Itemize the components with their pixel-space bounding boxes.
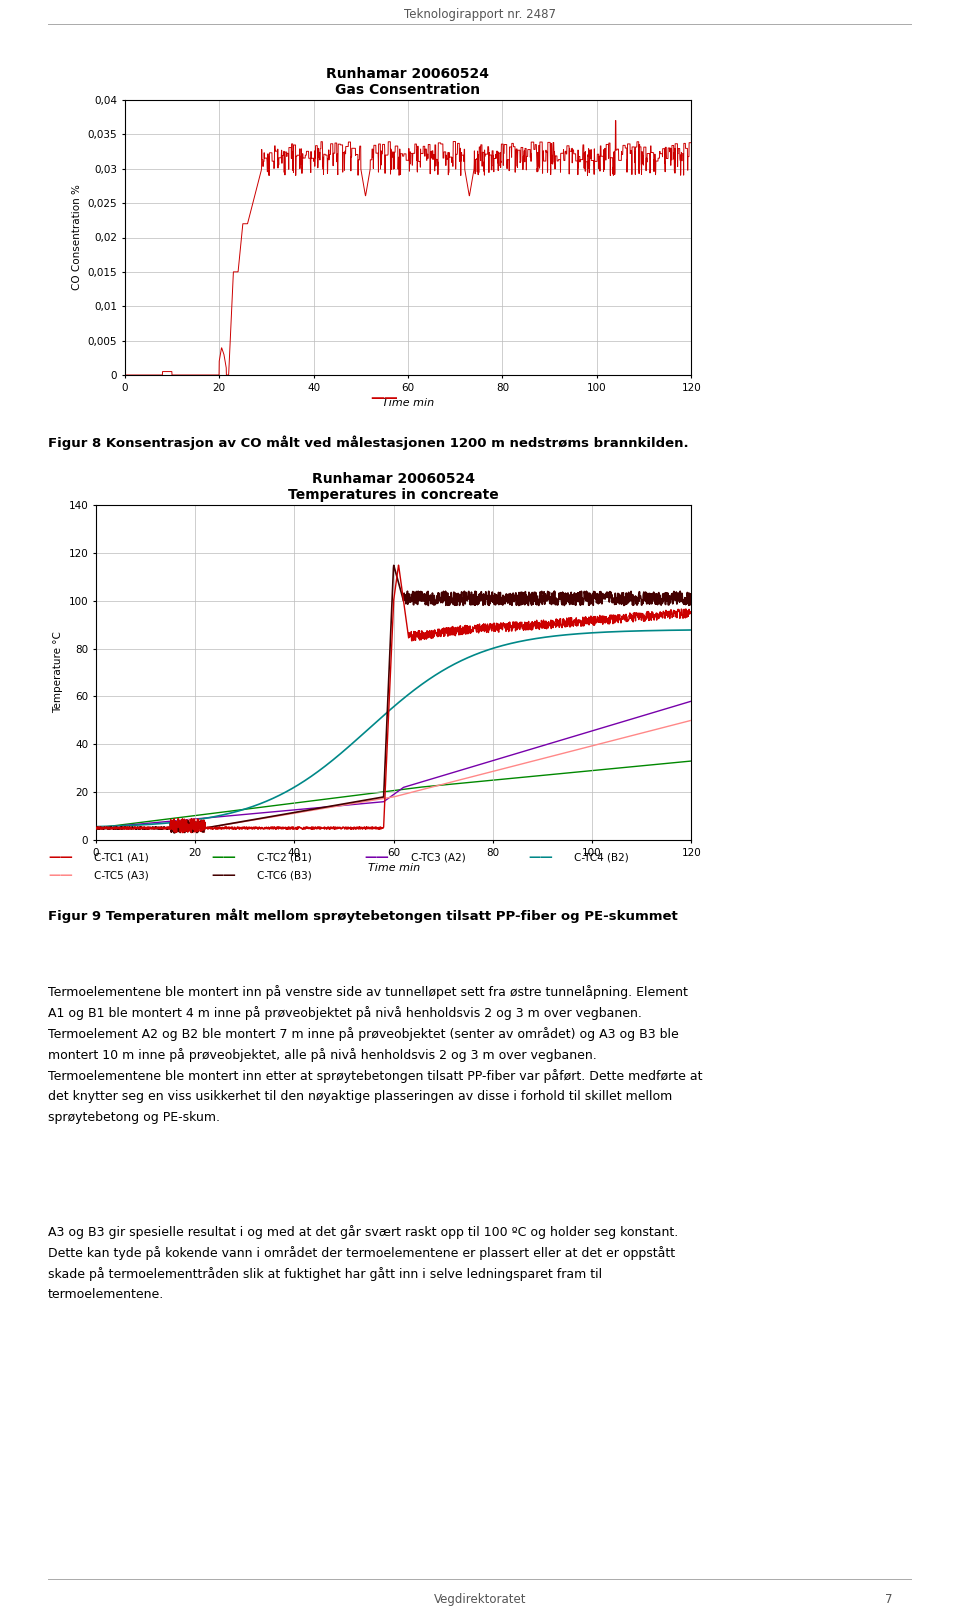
Text: Dette kan tyde på kokende vann i området der termoelementene er plassert eller a: Dette kan tyde på kokende vann i området… [48, 1245, 675, 1260]
Text: ——: —— [211, 870, 236, 883]
Text: montert 10 m inne på prøveobjektet, alle på nivå henholdsvis 2 og 3 m over vegba: montert 10 m inne på prøveobjektet, alle… [48, 1047, 597, 1062]
Y-axis label: Temperature °C: Temperature °C [53, 632, 63, 714]
Text: Teknologirapport nr. 2487: Teknologirapport nr. 2487 [404, 8, 556, 21]
Text: ——: —— [528, 852, 553, 865]
Text: A3 og B3 gir spesielle resultat i og med at det går svært raskt opp til 100 ºC o: A3 og B3 gir spesielle resultat i og med… [48, 1224, 679, 1239]
Text: C-TC5 (A3): C-TC5 (A3) [94, 872, 149, 881]
Text: Figur 9 Temperaturen målt mellom sprøytebetongen tilsatt PP-fiber og PE-skummet: Figur 9 Temperaturen målt mellom sprøyte… [48, 909, 678, 923]
Text: Termoelementene ble montert inn på venstre side av tunnelløpet sett fra østre tu: Termoelementene ble montert inn på venst… [48, 984, 688, 999]
Text: Figur 8 Konsentrasjon av CO målt ved målestasjonen 1200 m nedstrøms brannkilden.: Figur 8 Konsentrasjon av CO målt ved mål… [48, 435, 688, 449]
Text: C-TC3 (A2): C-TC3 (A2) [411, 852, 466, 863]
X-axis label: Time min: Time min [382, 398, 434, 408]
Text: sprøytebetong og PE-skum.: sprøytebetong og PE-skum. [48, 1110, 220, 1123]
Text: ——: —— [48, 852, 73, 865]
Text: ——: —— [365, 852, 390, 865]
Text: Vegdirektoratet: Vegdirektoratet [434, 1593, 526, 1606]
X-axis label: Time min: Time min [368, 863, 420, 873]
Text: C-TC2 (B1): C-TC2 (B1) [257, 852, 312, 863]
Text: ——: —— [211, 852, 236, 865]
Y-axis label: CO Consentration %: CO Consentration % [72, 185, 82, 290]
Text: det knytter seg en viss usikkerhet til den nøyaktige plasseringen av disse i for: det knytter seg en viss usikkerhet til d… [48, 1089, 672, 1102]
Text: A1 og B1 ble montert 4 m inne på prøveobjektet på nivå henholdsvis 2 og 3 m over: A1 og B1 ble montert 4 m inne på prøveob… [48, 1005, 642, 1020]
Text: C-TC6 (B3): C-TC6 (B3) [257, 872, 312, 881]
Text: ——: —— [371, 391, 397, 404]
Text: 7: 7 [885, 1593, 893, 1606]
Text: Termoelementene ble montert inn etter at sprøytebetongen tilsatt PP-fiber var på: Termoelementene ble montert inn etter at… [48, 1068, 703, 1083]
Text: C-TC4 (B2): C-TC4 (B2) [574, 852, 629, 863]
Text: Termoelement A2 og B2 ble montert 7 m inne på prøveobjektet (senter av området) : Termoelement A2 og B2 ble montert 7 m in… [48, 1026, 679, 1041]
Title: Runhamar 20060524
Temperatures in concreate: Runhamar 20060524 Temperatures in concre… [288, 472, 499, 503]
Text: ——: —— [48, 870, 73, 883]
Text: skade på termoelementtråden slik at fuktighet har gått inn i selve ledningsparet: skade på termoelementtråden slik at fukt… [48, 1266, 602, 1281]
Title: Runhamar 20060524
Gas Consentration: Runhamar 20060524 Gas Consentration [326, 68, 490, 97]
Text: C-TC1 (A1): C-TC1 (A1) [94, 852, 149, 863]
Text: termoelementene.: termoelementene. [48, 1287, 164, 1300]
